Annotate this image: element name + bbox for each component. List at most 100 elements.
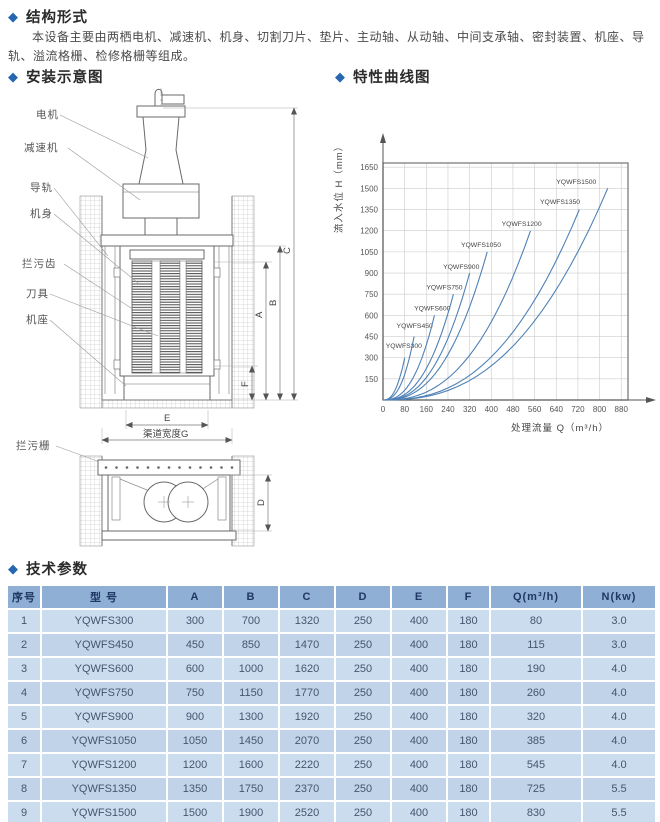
y-tick-label: 750 (365, 290, 379, 299)
param-header-cell: N(kw) (583, 586, 655, 608)
param-cell: 80 (491, 610, 581, 632)
curves-section-heading: ◆ 特性曲线图 (335, 66, 431, 87)
param-cell: 600 (168, 658, 222, 680)
y-tick-label: 450 (365, 333, 379, 342)
y-axis-title: 流入水位 H（mm） (333, 141, 345, 233)
param-cell: 8 (8, 778, 40, 800)
dim-e: E (164, 413, 170, 424)
x-tick-label: 0 (381, 405, 386, 414)
param-cell: 725 (491, 778, 581, 800)
table-row: 4 YQWFS750 750 1150 1770 250 400 180 260 4.0 (8, 682, 655, 704)
label-motor: 电机 (36, 108, 59, 121)
param-cell: 250 (336, 706, 390, 728)
param-cell: 400 (392, 634, 446, 656)
param-cell: 180 (448, 706, 489, 728)
curve-label: YQWFS1500 (556, 179, 596, 186)
y-axis-arrow-icon (380, 133, 386, 143)
param-cell: 1050 (168, 730, 222, 752)
param-cell: YQWFS900 (42, 706, 166, 728)
label-reducer: 减速机 (24, 141, 59, 154)
y-tick-label: 300 (365, 354, 379, 363)
param-cell: 1000 (224, 658, 278, 680)
param-cell: 1770 (280, 682, 334, 704)
dim-b: B (268, 300, 279, 306)
x-axis-title: 处理流量 Q（m³/h） (511, 422, 609, 434)
diamond-icon: ◆ (8, 560, 19, 576)
param-cell: YQWFS750 (42, 682, 166, 704)
params-section-heading: ◆ 技术参数 (8, 558, 88, 579)
param-cell: 400 (392, 682, 446, 704)
param-cell: 250 (336, 610, 390, 632)
curve-label: YQWFS1350 (540, 199, 580, 206)
param-cell: 3.0 (583, 610, 655, 632)
structure-section-heading: ◆ 结构形式 (8, 6, 88, 27)
param-cell: YQWFS1050 (42, 730, 166, 752)
param-cell: 1620 (280, 658, 334, 680)
param-cell: 180 (448, 778, 489, 800)
param-cell: YQWFS1350 (42, 778, 166, 800)
param-cell: 250 (336, 658, 390, 680)
param-cell: 850 (224, 634, 278, 656)
param-cell: 6 (8, 730, 40, 752)
y-tick-label: 600 (365, 311, 379, 320)
param-cell: 180 (448, 730, 489, 752)
table-row: 8 YQWFS1350 1350 1750 2370 250 400 180 725 5.5 (8, 778, 655, 800)
curve-YQWFS1050 (382, 251, 488, 401)
param-header-cell: C (280, 586, 334, 608)
param-cell: YQWFS1200 (42, 754, 166, 776)
label-cutter: 刀具 (26, 288, 49, 300)
param-cell: YQWFS1500 (42, 802, 166, 822)
param-cell: 2520 (280, 802, 334, 822)
param-cell: 1350 (168, 778, 222, 800)
param-cell: YQWFS600 (42, 658, 166, 680)
param-cell: 1600 (224, 754, 278, 776)
diamond-icon: ◆ (8, 68, 19, 84)
param-cell: 750 (168, 682, 222, 704)
structure-description: 本设备主要由两栖电机、减速机、机身、切割刀片、垫片、主动轴、从动轴、中间支承轴、… (8, 30, 645, 63)
param-cell: 2370 (280, 778, 334, 800)
vertical-dimensions (163, 107, 298, 401)
curves-title: 特性曲线图 (353, 70, 431, 86)
param-cell: 180 (448, 754, 489, 776)
label-guide-rail: 导轨 (30, 181, 53, 194)
motor-drawing (136, 88, 186, 185)
x-tick-label: 640 (550, 405, 564, 414)
param-cell: YQWFS300 (42, 610, 166, 632)
label-base: 机座 (26, 313, 49, 326)
param-cell: 7 (8, 754, 40, 776)
param-cell: 2070 (280, 730, 334, 752)
param-header-cell: Q(m³/h) (491, 586, 581, 608)
param-cell: 700 (224, 610, 278, 632)
x-tick-label: 240 (441, 405, 455, 414)
param-cell: 400 (392, 706, 446, 728)
table-row: 5 YQWFS900 900 1300 1920 250 400 180 320 4.0 (8, 706, 655, 728)
param-cell: 250 (336, 778, 390, 800)
param-cell: 830 (491, 802, 581, 822)
component-labels: 电机 减速机 导轨 机身 拦污齿 刀具 机座 拦污栅 (16, 108, 159, 463)
curve-label: YQWFS1200 (502, 221, 542, 228)
curve-label: YQWFS1050 (461, 242, 501, 249)
param-cell: 250 (336, 754, 390, 776)
label-trash-teeth: 拦污齿 (22, 257, 57, 270)
screen-bands (113, 260, 221, 374)
param-cell: 400 (392, 730, 446, 752)
cable-gland (161, 94, 185, 105)
curve-label: YQWFS600 (414, 305, 450, 312)
x-tick-label: 880 (615, 405, 629, 414)
dim-g: 渠道宽度G (143, 428, 188, 440)
param-header-cell: 型 号 (42, 586, 166, 608)
param-cell: 1150 (224, 682, 278, 704)
table-row: 9 YQWFS1500 1500 1900 2520 250 400 180 830 5.5 (8, 802, 655, 822)
params-title: 技术参数 (26, 562, 88, 578)
params-table-body: 1 YQWFS300 300 700 1320 250 400 180 80 3.0 2 YQWFS4… (8, 610, 655, 822)
y-tick-label: 150 (365, 375, 379, 384)
table-row: 1 YQWFS300 300 700 1320 250 400 180 80 3.0 (8, 610, 655, 632)
param-cell: 1750 (224, 778, 278, 800)
y-tick-label: 1050 (360, 248, 378, 257)
param-cell: 4.0 (583, 658, 655, 680)
param-cell: 250 (336, 730, 390, 752)
curve-label: YQWFS750 (426, 284, 462, 291)
horizontal-dimensions (101, 410, 233, 444)
param-cell: 180 (448, 682, 489, 704)
param-cell: 3 (8, 658, 40, 680)
